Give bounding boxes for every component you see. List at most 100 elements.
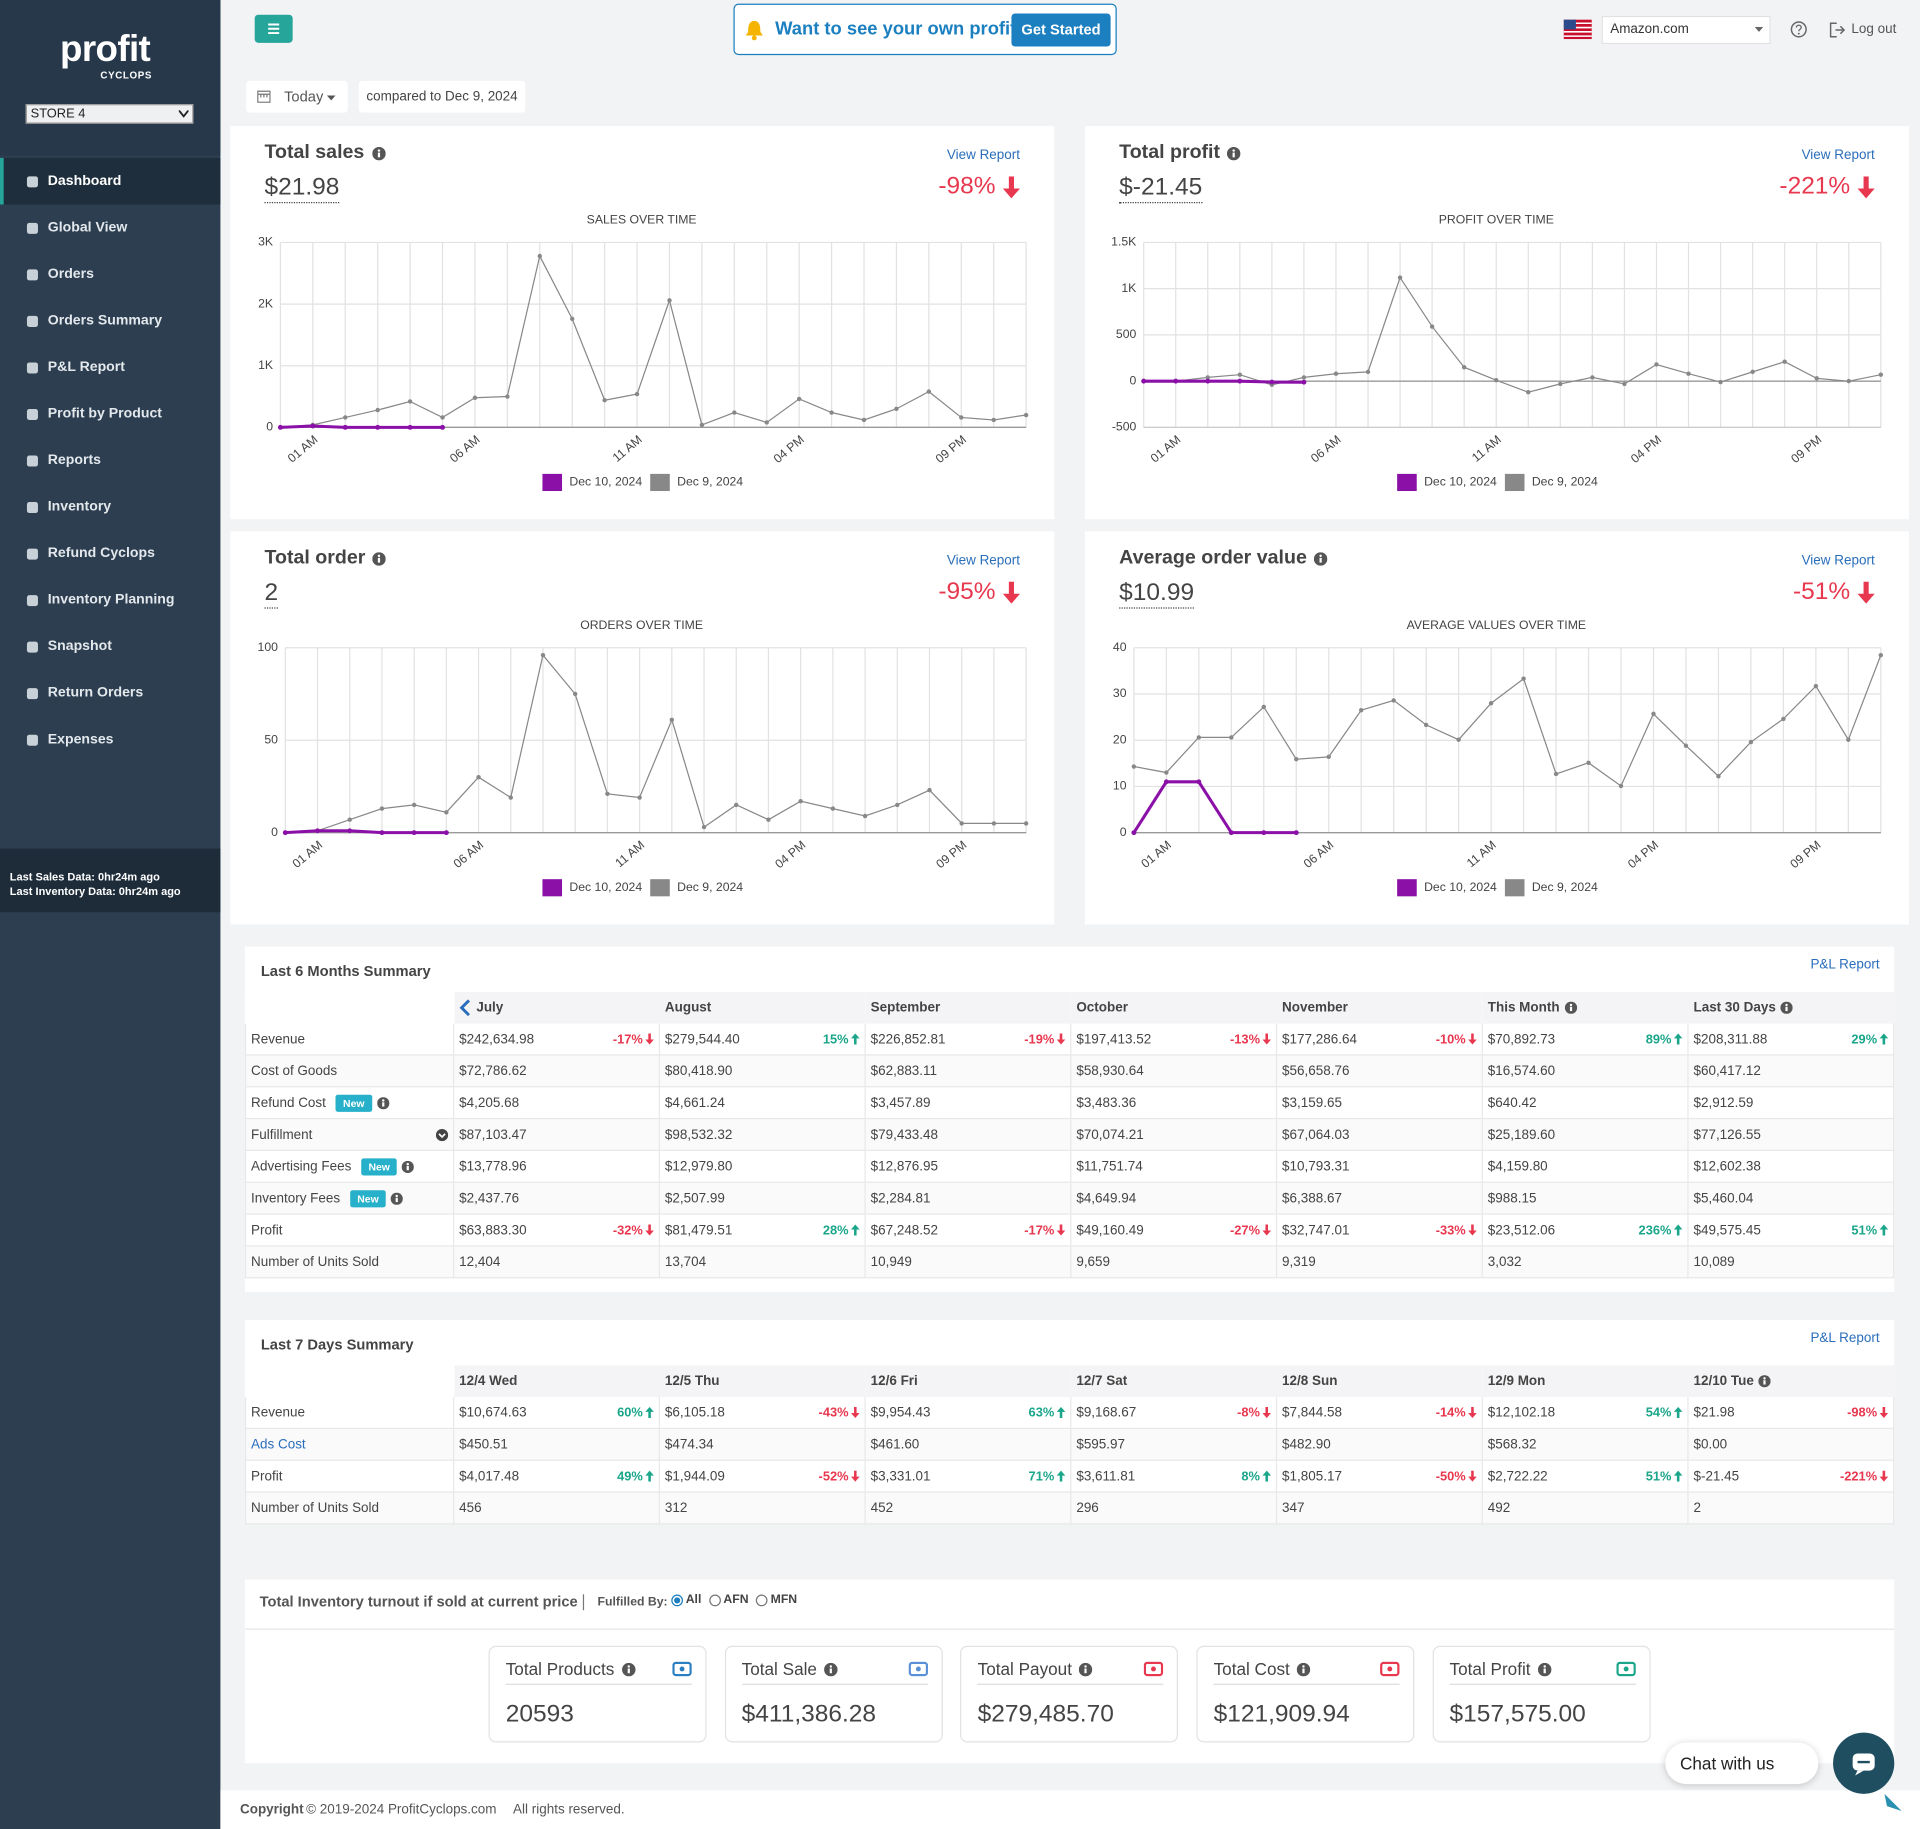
cell-value: $72,786.62 — [459, 1063, 527, 1079]
data-point — [411, 802, 417, 808]
data-point — [347, 817, 352, 822]
column-header: 12/5 Thu — [658, 1365, 866, 1398]
view-report-link[interactable]: View Report — [1801, 148, 1875, 163]
table-cell: $72,786.62 — [453, 1054, 661, 1088]
pl-report-link[interactable]: P&L Report — [1810, 957, 1880, 973]
data-point — [1748, 739, 1754, 745]
cell-content: $7,844.58 -14% — [1282, 1405, 1477, 1420]
logo[interactable]: profit — [60, 29, 151, 70]
store-select[interactable]: STORE 4 — [25, 104, 194, 124]
info-icon[interactable] — [390, 1192, 404, 1205]
table-cell: $62,883.11 — [864, 1054, 1072, 1088]
cell-content: $12,876.95 — [871, 1159, 1066, 1174]
data-point — [1553, 771, 1559, 777]
nav-icon — [26, 594, 38, 606]
nav-item[interactable]: Dashboard — [0, 157, 221, 205]
y-tick-label: 100 — [258, 640, 279, 654]
status-sales: Last Sales Data: 0hr24m ago — [9, 870, 160, 883]
nav-item[interactable]: Inventory Planning — [0, 577, 220, 624]
help-icon[interactable] — [1790, 21, 1807, 38]
nav-item[interactable]: Orders Summary — [0, 298, 220, 345]
data-point — [1163, 779, 1169, 785]
nav-item[interactable]: Reports — [0, 437, 220, 484]
cell-change: -32% — [612, 1222, 654, 1238]
cell-value: $21.98 — [1693, 1405, 1735, 1420]
info-icon[interactable] — [376, 1096, 389, 1109]
cell-value: 10,949 — [870, 1254, 912, 1270]
view-report-link[interactable]: View Report — [1801, 553, 1875, 569]
info-icon[interactable] — [1537, 1662, 1552, 1676]
table-row: Number of Units Sold 12,404 13,704 10,949 9,… — [244, 1245, 1895, 1279]
cell-change: -10% — [1436, 1032, 1477, 1046]
info-icon[interactable] — [1758, 1375, 1772, 1388]
nav-item[interactable]: P&L Report — [0, 344, 220, 391]
chat-bubble[interactable]: Chat with us — [1665, 1742, 1819, 1785]
x-tick-label: 11 AM — [612, 838, 647, 870]
prev-arrow[interactable] — [459, 999, 471, 1017]
marketplace-select[interactable]: Amazon.com — [1601, 15, 1771, 45]
cell-content: $6,388.67 — [1282, 1191, 1477, 1206]
legend-swatch — [542, 473, 563, 492]
table-cell: 3,032 — [1481, 1245, 1689, 1279]
fulfilled-option[interactable]: AFN — [708, 1593, 749, 1607]
row-label-text[interactable]: Ads Cost — [251, 1436, 306, 1452]
info-icon[interactable] — [372, 551, 387, 566]
legend-label: Dec 9, 2024 — [1532, 880, 1598, 894]
row-label: Refund Cost New — [244, 1086, 455, 1120]
info-icon[interactable] — [1564, 1001, 1577, 1014]
info-icon[interactable] — [1780, 1001, 1793, 1014]
nav-item[interactable]: Global View — [0, 204, 220, 251]
calendar-icon — [257, 90, 271, 103]
cell-value: $242,634.98 — [459, 1031, 535, 1047]
inventory-title: Total Inventory turnout if sold at curre… — [259, 1593, 578, 1611]
info-icon[interactable] — [371, 146, 386, 160]
cell-content: $10,674.63 60% — [459, 1405, 654, 1420]
nav-item[interactable]: Snapshot — [0, 623, 220, 670]
get-started-button[interactable]: Get Started — [1011, 13, 1111, 47]
table-cell: $4,017.48 49% — [453, 1459, 661, 1493]
table-cell: $279,544.40 15% — [658, 1022, 866, 1056]
view-report-link[interactable]: View Report — [946, 553, 1021, 569]
expand-icon[interactable] — [435, 1128, 449, 1141]
nav-item[interactable]: Refund Cyclops — [0, 530, 220, 577]
nav-item[interactable]: Orders — [0, 251, 220, 298]
y-tick-label: 30 — [1113, 686, 1127, 700]
cell-change-text: -32% — [612, 1222, 643, 1238]
view-report-link[interactable]: View Report — [946, 148, 1021, 163]
chart: SALES OVER TIME 01 AM 06 AM 11 AM 04 PM 09 PM… — [258, 213, 1029, 492]
chat-button[interactable] — [1831, 1730, 1909, 1813]
info-icon[interactable] — [1297, 1662, 1311, 1676]
box-value: $121,909.94 — [1213, 1700, 1350, 1728]
x-tick-label: 04 PM — [771, 432, 807, 465]
info-icon[interactable] — [1079, 1662, 1093, 1676]
nav-item[interactable]: Inventory — [0, 484, 220, 531]
summary-table: 12/4 Wed 12/5 Thu 12/6 Fri 12/7 Sat 12/8 Sun… — [244, 1365, 1895, 1525]
table-cell: $640.42 — [1481, 1086, 1689, 1120]
info-icon[interactable] — [1227, 146, 1241, 160]
cell-value: $-21.45 — [1693, 1468, 1740, 1484]
info-icon[interactable] — [402, 1160, 415, 1173]
data-point — [1237, 372, 1243, 377]
cell-value: $23,512.06 — [1487, 1222, 1556, 1238]
nav-item[interactable]: Profit by Product — [0, 391, 220, 438]
logout-link[interactable]: Log out — [1851, 22, 1897, 37]
cell-change-text: -27% — [1229, 1222, 1261, 1238]
nav-item[interactable]: Expenses — [0, 716, 220, 763]
fulfilled-option[interactable]: All — [671, 1593, 701, 1607]
card-title-text: Total profit — [1119, 142, 1221, 163]
fulfilled-option[interactable]: MFN — [756, 1593, 797, 1607]
pl-report-link[interactable]: P&L Report — [1810, 1331, 1880, 1346]
x-tick-label: 04 PM — [1628, 432, 1664, 465]
nav-item[interactable]: Return Orders — [0, 670, 220, 717]
cell-value: 9,319 — [1282, 1254, 1316, 1270]
period-select[interactable]: Today — [246, 80, 348, 113]
info-icon[interactable] — [824, 1662, 838, 1676]
table-cell: 452 — [864, 1491, 1072, 1525]
info-icon[interactable] — [1314, 551, 1328, 566]
menu-button[interactable] — [254, 14, 293, 43]
arrow-up — [1673, 1406, 1683, 1418]
cell-change-text: -43% — [818, 1405, 849, 1420]
cell-content: $70,892.73 89% — [1488, 1032, 1683, 1046]
column-label: November — [1282, 1000, 1348, 1016]
info-icon[interactable] — [621, 1662, 636, 1676]
